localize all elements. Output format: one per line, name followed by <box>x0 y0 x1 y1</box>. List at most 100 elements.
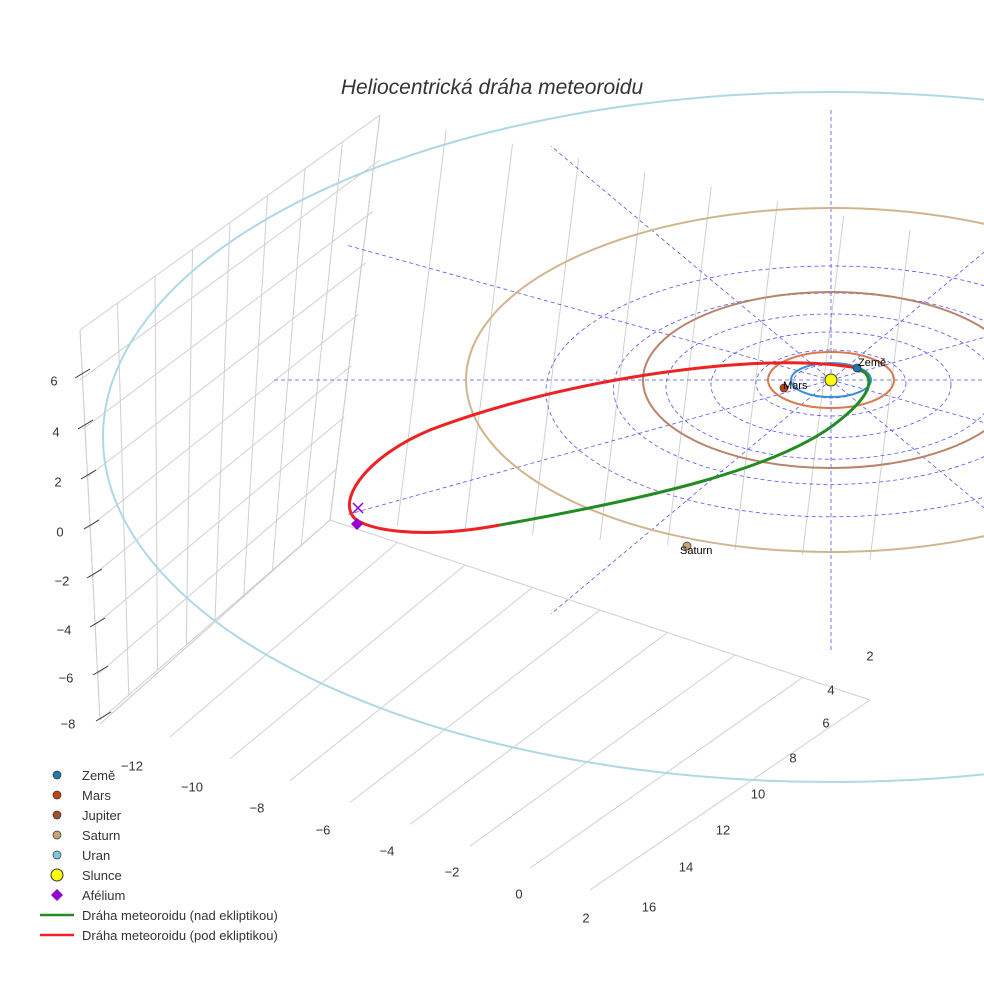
label-mars: Mars <box>783 380 808 392</box>
legend-symbol-icon <box>36 849 78 861</box>
legend-item-saturn[interactable]: Saturn <box>36 825 278 845</box>
legend-item-aphelion[interactable]: Afélium <box>36 885 278 905</box>
z-tick-mark <box>80 469 97 480</box>
grid-line-x <box>409 632 668 825</box>
grid-line-x <box>349 609 601 803</box>
legend-symbol-icon <box>36 809 78 821</box>
grid-line-back <box>397 129 447 526</box>
y-tick-label: 8 <box>789 750 797 766</box>
grid-line-x <box>229 564 466 760</box>
x-tick-label: 0 <box>515 886 523 902</box>
grid-line-z <box>96 468 338 676</box>
ecliptic-grid-radial <box>830 336 984 381</box>
z-tick-label: −6 <box>58 670 74 686</box>
legend-label: Země <box>82 767 116 783</box>
legend-symbol-icon <box>36 769 78 781</box>
label-saturn: Saturn <box>680 545 713 557</box>
grid-line-z <box>88 313 359 528</box>
legend-label: Dráha meteoroidu (nad ekliptikou) <box>82 907 278 923</box>
z-tick-mark <box>83 519 100 530</box>
legend-item-mars[interactable]: Mars <box>36 785 278 805</box>
legend-item-uran[interactable]: Uran <box>36 845 278 865</box>
grid-line-z <box>93 416 345 627</box>
legend-label: Afélium <box>82 887 126 903</box>
legend-item-sun[interactable]: Slunce <box>36 865 278 885</box>
planet-marker <box>682 541 692 551</box>
meteoroid-orbit-above-ecliptic <box>499 366 871 527</box>
x-tick-label: 2 <box>582 910 590 926</box>
meteoroid-orbit-below-ecliptic <box>347 361 858 534</box>
legend-symbol-icon <box>36 789 78 801</box>
orbit-jupiter <box>642 291 984 469</box>
ecliptic-grid-radial <box>550 379 832 615</box>
legend-symbol-icon <box>36 912 78 918</box>
x-tick-label: −12 <box>120 758 144 774</box>
y-tick-label: 6 <box>822 715 830 731</box>
legend-label: Jupiter <box>82 807 122 823</box>
ecliptic-grid-radial <box>830 251 984 381</box>
legend: Země Mars Jupiter Saturn Uran Slunce Afélium Dr… <box>36 765 278 945</box>
legend-label: Slunce <box>82 867 122 883</box>
z-tick-label: −2 <box>54 573 70 589</box>
ecliptic-grid-radial <box>345 379 832 516</box>
z-tick-mark <box>74 368 91 379</box>
x-tick-label: −4 <box>379 843 395 859</box>
z-tick-mark <box>92 665 109 676</box>
y-tick-label: 14 <box>678 859 694 875</box>
legend-label: Uran <box>82 847 111 863</box>
ecliptic-grid-radial <box>550 145 832 381</box>
ecliptic-grid-circle <box>665 313 984 460</box>
z-tick-mark <box>86 568 103 579</box>
grid-line-back <box>869 229 911 561</box>
legend-label: Saturn <box>82 827 121 843</box>
ecliptic-grid-radial <box>830 379 984 509</box>
planet-marker <box>779 383 789 393</box>
grid-line-z <box>85 262 367 479</box>
orbit-uran <box>102 91 984 783</box>
z-tick-label: −4 <box>56 622 72 638</box>
grid-line-vertical <box>185 249 193 646</box>
grid-line-back <box>532 158 580 536</box>
z-tick-label: 0 <box>56 524 64 540</box>
x-tick-label: −2 <box>444 864 460 880</box>
orbit-saturn <box>465 207 984 553</box>
legend-label: Mars <box>82 787 111 803</box>
legend-symbol-icon <box>36 932 78 938</box>
grid-line-vertical <box>154 276 158 671</box>
chart-title: Heliocentrická dráha meteoroidu <box>340 76 644 99</box>
z-tick-label: 6 <box>50 373 58 389</box>
x-tick-label: −10 <box>180 779 204 795</box>
z-tick-mark <box>95 711 112 722</box>
x-tick-label: −8 <box>249 800 265 816</box>
planet-marker <box>852 363 862 373</box>
sun-marker <box>824 373 838 387</box>
grid-line-x <box>589 699 871 891</box>
grid-line-x <box>469 654 736 847</box>
grid-line-x <box>169 542 398 738</box>
legend-item-orbit-1[interactable]: Dráha meteoroidu (pod ekliptikou) <box>36 925 278 945</box>
y-tick-label: 4 <box>827 682 835 698</box>
z-tick-mark <box>89 617 106 628</box>
z-tick-label: −8 <box>60 716 76 732</box>
grid-line-z <box>82 211 374 430</box>
y-tick-label: 10 <box>750 786 766 802</box>
grid-line-vertical <box>117 303 130 696</box>
z-tick-mark <box>77 419 94 430</box>
grid-line-back <box>802 215 845 556</box>
y-tick-label: 16 <box>641 899 657 915</box>
z-tick-label: 2 <box>54 474 62 490</box>
aphelion-marker <box>351 518 363 530</box>
legend-symbol-icon <box>36 867 78 883</box>
legend-label: Dráha meteoroidu (pod ekliptikou) <box>82 927 278 943</box>
label-earth: Země <box>858 357 887 369</box>
grid-line-z <box>91 365 352 577</box>
grid-line-back <box>734 201 778 551</box>
legend-item-země[interactable]: Země <box>36 765 278 785</box>
grid-line-back <box>599 172 646 541</box>
legend-item-jupiter[interactable]: Jupiter <box>36 805 278 825</box>
legend-item-orbit-0[interactable]: Dráha meteoroidu (nad ekliptikou) <box>36 905 278 925</box>
grid-line-back <box>464 143 513 531</box>
ecliptic-grid-radial <box>345 244 832 381</box>
